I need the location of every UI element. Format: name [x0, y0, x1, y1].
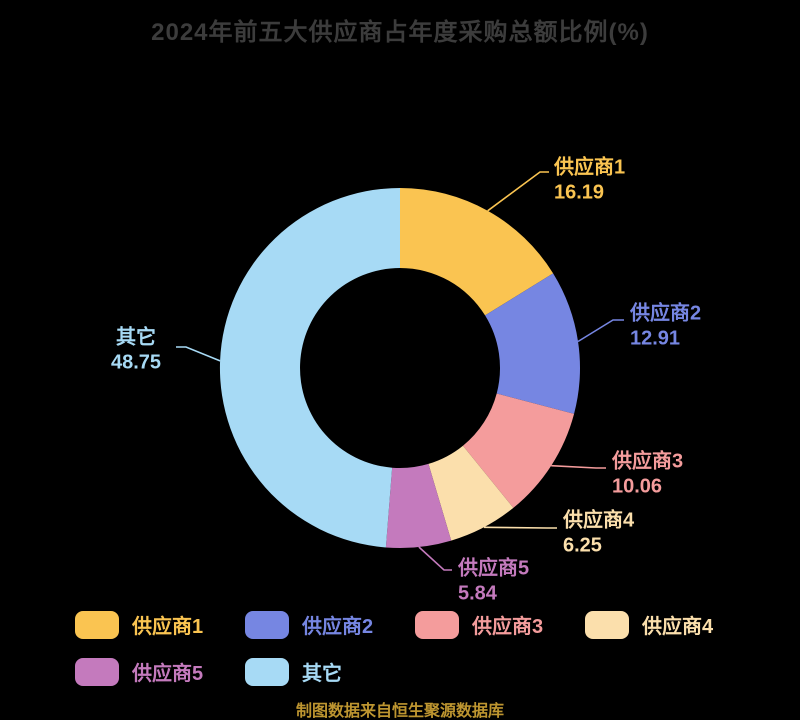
- legend-label-1: 供应商2: [302, 616, 374, 638]
- label-line-3: [483, 526, 557, 529]
- slice-label-value-4: 5.84: [458, 582, 498, 604]
- slice-label-value-0: 16.19: [554, 181, 604, 203]
- slice-label-name-0: 供应商1: [553, 154, 625, 178]
- slice-label-name-3: 供应商4: [562, 507, 635, 531]
- legend-swatch-2: [415, 610, 459, 639]
- slice-label-value-1: 12.91: [630, 327, 680, 349]
- pie-slice-3[interactable]: [428, 445, 514, 541]
- legend-item-4[interactable]: 供应商5: [75, 657, 215, 686]
- legend-swatch-1: [245, 610, 289, 639]
- legend-label-3: 供应商4: [642, 616, 714, 638]
- legend-swatch-0: [75, 610, 119, 639]
- pie-slice-2[interactable]: [462, 393, 575, 508]
- legend-label-0: 供应商1: [132, 616, 204, 638]
- label-line-2: [551, 464, 606, 469]
- label-line-0: [487, 171, 549, 212]
- legend-label-5: 其它: [302, 663, 342, 685]
- slice-label-name-4: 供应商5: [457, 555, 529, 579]
- legend-label-2: 供应商3: [472, 616, 544, 638]
- pie-slice-5[interactable]: [219, 187, 400, 548]
- label-line-1: [577, 319, 624, 343]
- legend-swatch-4: [75, 657, 119, 686]
- legend-swatch-3: [585, 610, 629, 639]
- slice-label-value-2: 10.06: [612, 475, 662, 497]
- slice-label-name-1: 供应商2: [629, 300, 701, 324]
- slice-label-value-3: 6.25: [563, 534, 602, 556]
- slice-label-name-5: 其它: [116, 324, 156, 348]
- slice-label-value-5: 48.75: [111, 351, 161, 373]
- slice-label-name-2: 供应商3: [611, 448, 683, 472]
- legend-item-2[interactable]: 供应商3: [415, 610, 555, 639]
- legend-swatch-5: [245, 657, 289, 686]
- legend: 供应商1 供应商2 供应商3 供应商4 供应商5 其它: [75, 610, 740, 686]
- data-source-note: 制图数据来自恒生聚源数据库: [295, 703, 504, 720]
- legend-item-5[interactable]: 其它: [245, 657, 385, 686]
- chart-title: 2024年前五大供应商占年度采购总额比例(%): [151, 19, 649, 46]
- legend-item-0[interactable]: 供应商1: [75, 610, 215, 639]
- pie-slice-0[interactable]: [400, 188, 554, 316]
- legend-label-4: 供应商5: [132, 663, 204, 685]
- legend-item-1[interactable]: 供应商2: [245, 610, 385, 639]
- label-line-4: [418, 546, 452, 571]
- legend-item-3[interactable]: 供应商4: [585, 610, 725, 639]
- label-line-5: [176, 346, 221, 362]
- pie-slice-1[interactable]: [485, 273, 581, 414]
- pie-slice-4[interactable]: [385, 463, 452, 549]
